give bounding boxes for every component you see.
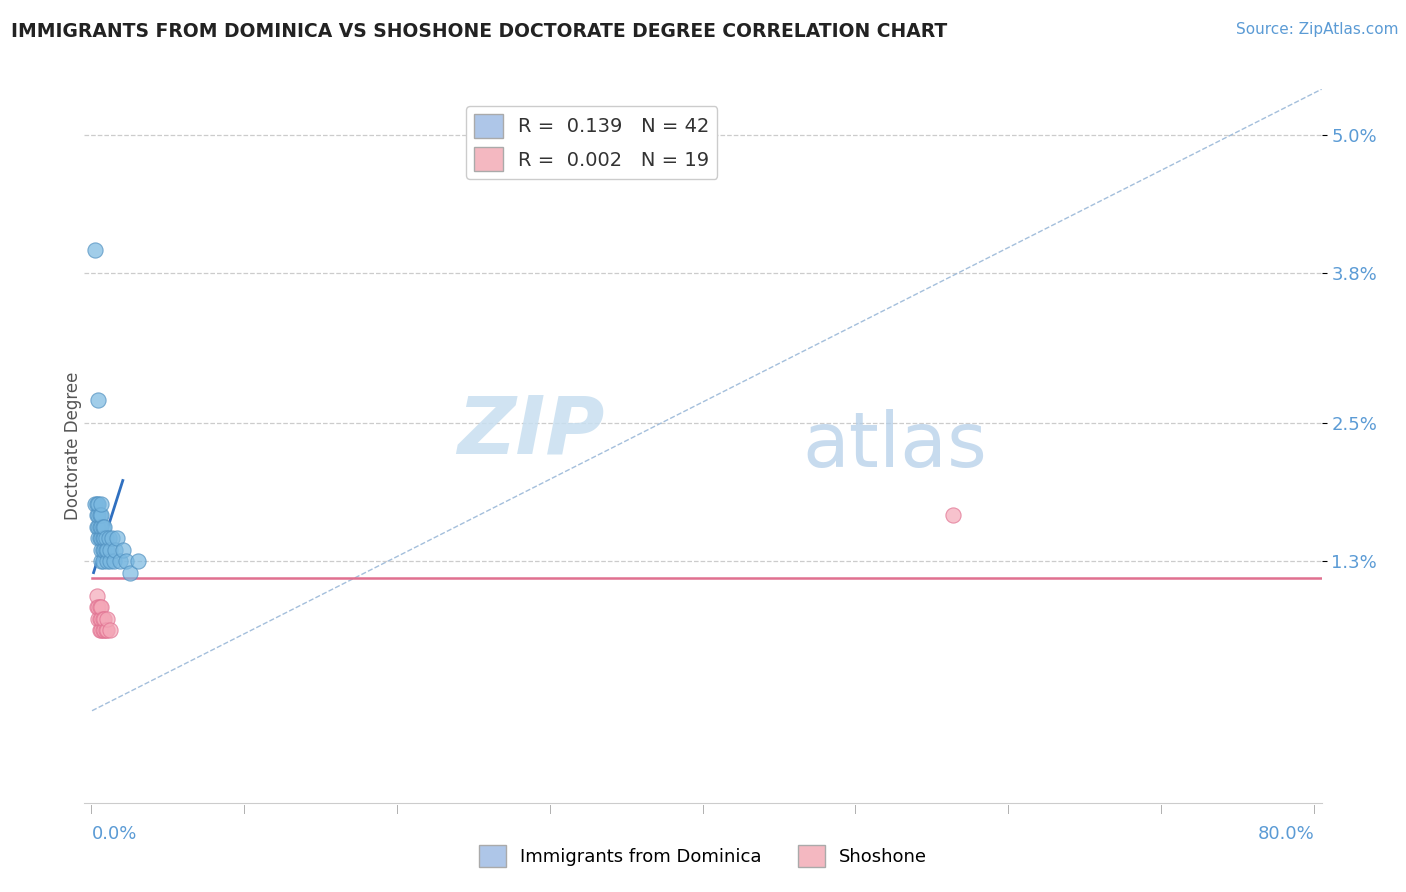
Point — [93, 542, 115, 557]
Text: IMMIGRANTS FROM DOMINICA VS SHOSHONE DOCTORATE DEGREE CORRELATION CHART: IMMIGRANTS FROM DOMINICA VS SHOSHONE DOC… — [11, 22, 948, 41]
Point — [120, 566, 142, 580]
Point — [93, 531, 115, 545]
Point — [89, 519, 111, 533]
Point — [87, 519, 110, 533]
Text: |: | — [90, 805, 93, 814]
Point — [89, 623, 111, 637]
Point — [100, 623, 122, 637]
Point — [89, 600, 111, 615]
Point — [84, 244, 107, 258]
Point — [942, 508, 965, 522]
Point — [97, 531, 120, 545]
Text: atlas: atlas — [801, 409, 987, 483]
Point — [94, 531, 117, 545]
Point — [91, 612, 114, 626]
Point — [94, 542, 117, 557]
Point — [89, 612, 111, 626]
Text: 0.0%: 0.0% — [91, 825, 136, 843]
Point — [111, 542, 134, 557]
Point — [100, 542, 122, 557]
Point — [101, 531, 124, 545]
Point — [105, 531, 128, 545]
Text: Source: ZipAtlas.com: Source: ZipAtlas.com — [1236, 22, 1399, 37]
Text: |: | — [243, 805, 246, 814]
Point — [93, 519, 115, 533]
Point — [84, 497, 107, 511]
Point — [90, 497, 112, 511]
Point — [87, 531, 110, 545]
Point — [91, 542, 114, 557]
Legend: Immigrants from Dominica, Shoshone: Immigrants from Dominica, Shoshone — [471, 838, 935, 874]
Point — [86, 508, 108, 522]
Point — [91, 519, 114, 533]
Y-axis label: Doctorate Degree: Doctorate Degree — [65, 372, 82, 520]
Point — [90, 612, 112, 626]
Point — [86, 497, 108, 511]
Point — [87, 497, 110, 511]
Text: |: | — [548, 805, 551, 814]
Legend: R =  0.139   N = 42, R =  0.002   N = 19: R = 0.139 N = 42, R = 0.002 N = 19 — [465, 106, 717, 178]
Point — [93, 623, 115, 637]
Point — [90, 542, 112, 557]
Point — [90, 508, 112, 522]
Text: |: | — [1313, 805, 1316, 814]
Text: |: | — [1007, 805, 1011, 814]
Point — [90, 600, 112, 615]
Point — [86, 600, 108, 615]
Point — [100, 554, 122, 568]
Point — [87, 508, 110, 522]
Point — [89, 508, 111, 522]
Point — [91, 554, 114, 568]
Point — [90, 531, 112, 545]
Point — [87, 392, 110, 407]
Point — [90, 623, 112, 637]
Point — [86, 589, 108, 603]
Point — [93, 612, 115, 626]
Point — [96, 542, 118, 557]
Point — [86, 519, 108, 533]
Text: |: | — [702, 805, 704, 814]
Point — [96, 623, 118, 637]
Point — [87, 612, 110, 626]
Point — [96, 554, 118, 568]
Point — [94, 623, 117, 637]
Point — [96, 612, 118, 626]
Text: |: | — [1160, 805, 1163, 814]
Text: |: | — [395, 805, 399, 814]
Point — [108, 554, 131, 568]
Point — [90, 519, 112, 533]
Text: |: | — [855, 805, 858, 814]
Point — [103, 554, 125, 568]
Point — [104, 542, 127, 557]
Point — [91, 531, 114, 545]
Text: ZIP: ZIP — [457, 392, 605, 471]
Point — [91, 623, 114, 637]
Point — [89, 531, 111, 545]
Point — [90, 554, 112, 568]
Point — [87, 600, 110, 615]
Text: 80.0%: 80.0% — [1258, 825, 1315, 843]
Point — [127, 554, 149, 568]
Point — [115, 554, 138, 568]
